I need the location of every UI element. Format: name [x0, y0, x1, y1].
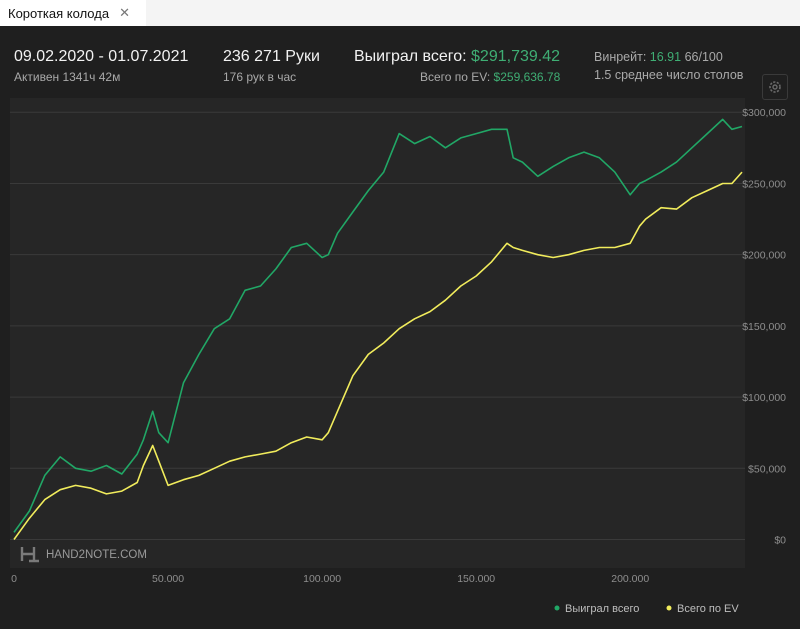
x-tick-label: 100.000 [303, 573, 341, 585]
x-tick-label: 200.000 [611, 573, 649, 585]
settings-button[interactable] [762, 74, 788, 100]
period-block: 09.02.2020 - 01.07.2021 Активен 1341ч 42… [14, 48, 188, 84]
series-layer [13, 118, 743, 540]
won-total: Выиграл всего: $291,739.42 [354, 48, 560, 66]
watermark: HAND2NOTE.COM [20, 547, 147, 563]
legend: Выиграл всего Всего по EV [554, 603, 739, 615]
y-tick-label: $250,000 [742, 178, 786, 190]
hands-per-hour: 176 рук в час [223, 70, 297, 84]
winrate-block: Винрейт: 16.91 66/100 1.5 среднее число … [594, 50, 743, 82]
y-tick-label: $200,000 [742, 250, 786, 262]
watermark-text: HAND2NOTE.COM [46, 549, 147, 561]
legend-label[interactable]: Выиграл всего [565, 603, 639, 615]
ev-value: $259,636.78 [493, 70, 561, 84]
tab-label: Короткая колода [8, 5, 110, 21]
tab-bar: Короткая колода ✕ [0, 0, 800, 26]
hands-count: 236 271 Руки [223, 48, 320, 65]
series-line [13, 171, 743, 540]
legend-label[interactable]: Всего по EV [677, 603, 739, 615]
winrate-value: 16.91 [649, 50, 682, 64]
legend-marker [554, 605, 560, 611]
winnings-block: Выиграл всего: $291,739.42 Всего по EV: … [354, 48, 560, 84]
y-tick-label: $100,000 [742, 392, 786, 404]
y-axis: $0 $50,000 $100,000 $150,000 $200,000 $250,00… [742, 107, 786, 546]
won-value: $291,739.42 [471, 48, 561, 65]
legend-marker [666, 605, 672, 611]
winrate-label: Винрейт: [594, 50, 647, 64]
avg-tables: 1.5 среднее число столов [594, 68, 744, 82]
close-icon[interactable]: ✕ [119, 5, 130, 20]
ev-total: Всего по EV: $259,636.78 [354, 70, 560, 84]
tab-short-deck[interactable]: Короткая колода ✕ [0, 0, 146, 26]
x-axis: 0 50.000 100.000 150.000 200.000 [11, 573, 649, 585]
x-tick-label: 50.000 [152, 573, 184, 585]
hand2note-logo-icon [20, 547, 39, 563]
date-range: 09.02.2020 - 01.07.2021 [14, 48, 189, 65]
y-tick-label: $300,000 [742, 107, 786, 119]
y-tick-label: $150,000 [742, 321, 786, 333]
x-tick-label: 150.000 [457, 573, 495, 585]
y-tick-label: $0 [774, 535, 786, 547]
chart-plot-area [10, 98, 745, 568]
won-label: Выиграл всего: [354, 48, 467, 65]
active-time: Активен 1341ч 42м [14, 70, 121, 84]
hands-block: 236 271 Руки 176 рук в час [223, 48, 320, 84]
winrate: Винрейт: 16.91 66/100 [594, 50, 743, 64]
winrate-unit: 66/100 [684, 50, 723, 64]
x-tick-label: 0 [11, 573, 17, 585]
y-tick-label: $50,000 [748, 463, 786, 475]
series-line [13, 118, 743, 533]
gear-icon [769, 81, 781, 93]
ev-label: Всего по EV: [420, 70, 491, 84]
